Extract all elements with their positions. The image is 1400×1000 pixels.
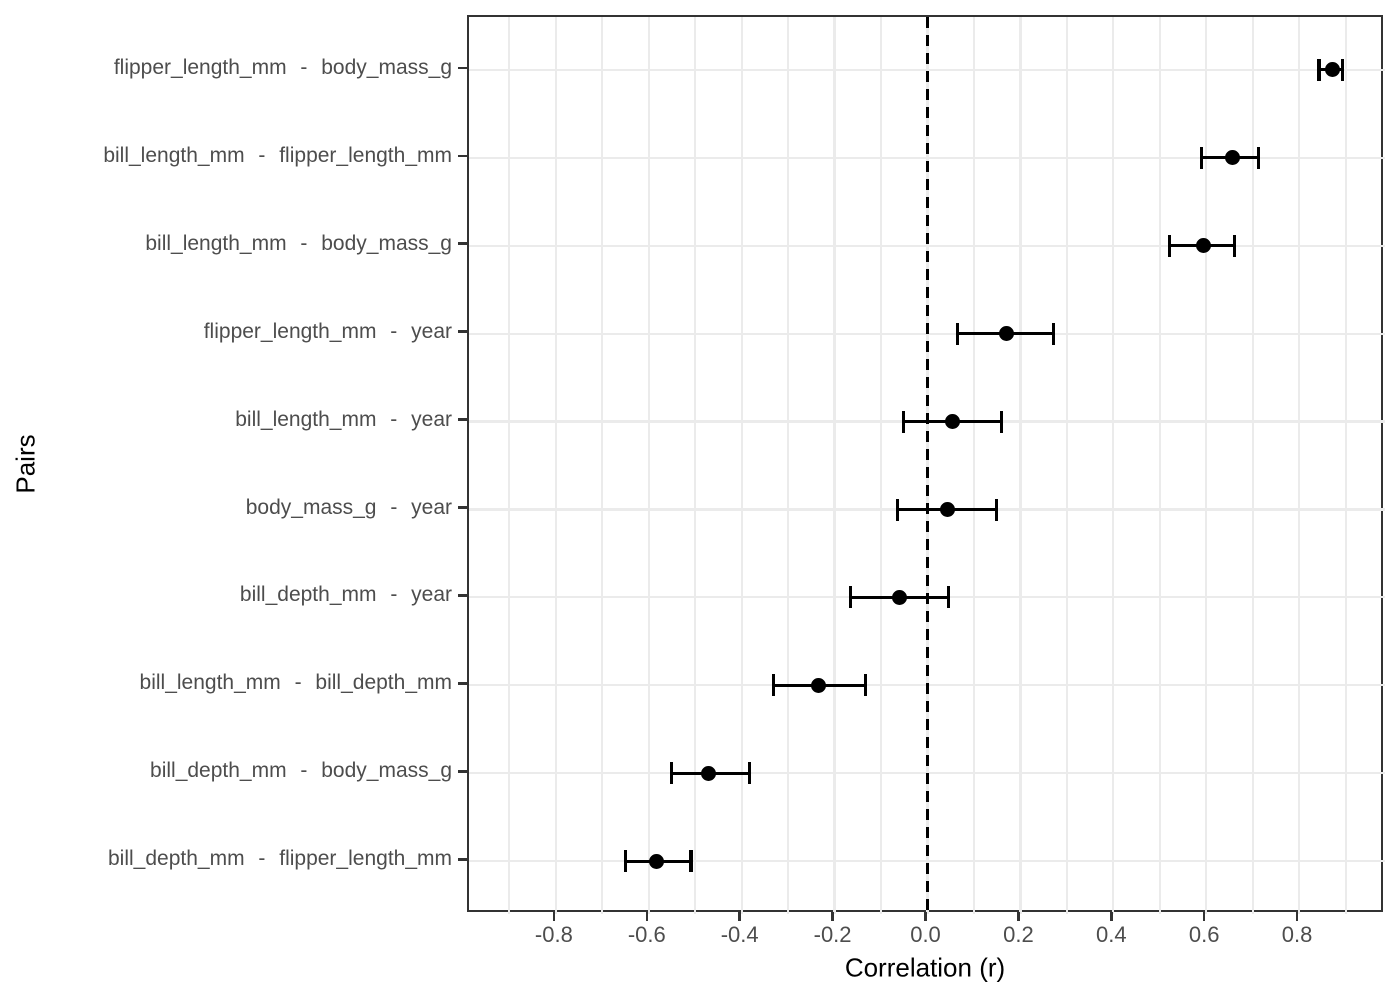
zero-reference-line [926, 17, 929, 914]
y-axis-category-label: bill_length_mm - bill_depth_mm [139, 671, 452, 695]
x-axis-tick-label: 0.4 [1096, 922, 1127, 947]
gridline-vertical-minor [1065, 17, 1068, 914]
gridline-vertical-major [1019, 17, 1022, 914]
y-axis-tick [458, 682, 467, 685]
ci-cap-low [1167, 234, 1172, 257]
ci-cap-low [956, 322, 960, 345]
x-axis-tick-label: 0.0 [910, 922, 941, 947]
y-axis-category-label: body_mass_g - year [245, 495, 452, 519]
y-axis-category-label: flipper_length_mm - body_mass_g [113, 55, 452, 79]
plot-panel [467, 15, 1385, 914]
ci-cap-high [689, 850, 693, 873]
gridline-vertical-minor [880, 17, 882, 914]
x-axis-tick [552, 912, 556, 921]
x-axis-tick [924, 912, 927, 921]
x-axis-tick [1017, 912, 1020, 921]
x-axis-tick [645, 912, 648, 921]
ci-cap-low [771, 674, 775, 697]
ci-cap-high [947, 586, 951, 609]
ci-cap-high [1232, 234, 1237, 257]
gridline-vertical-minor [1251, 17, 1254, 914]
ci-cap-high [1051, 322, 1055, 345]
x-axis-tick-label: -0.2 [813, 922, 852, 947]
y-axis-tick [458, 330, 467, 333]
x-axis-tick [1110, 912, 1113, 921]
y-axis-tick [458, 858, 467, 861]
gridline-vertical-minor [972, 17, 975, 914]
point-estimate [945, 414, 960, 429]
point-estimate [998, 326, 1014, 342]
gridline-vertical-minor [1158, 17, 1161, 914]
gridline-vertical-minor [694, 17, 697, 914]
point-estimate [700, 765, 716, 781]
y-axis-tick [458, 66, 467, 69]
gridline-vertical-minor [601, 17, 604, 914]
point-estimate [939, 502, 955, 517]
x-axis-tick [1202, 912, 1206, 921]
ci-cap-low [849, 586, 853, 609]
y-axis-tick [458, 418, 467, 421]
y-axis-category-label: bill_length_mm - flipper_length_mm [103, 143, 452, 167]
gridline-vertical-major [1297, 17, 1301, 914]
gridline-vertical-major [1205, 17, 1208, 914]
x-axis-tick-label: 0.2 [1003, 922, 1034, 947]
ci-cap-low [1199, 146, 1204, 169]
ci-cap-high [1257, 146, 1261, 169]
ci-cap-high [994, 498, 998, 521]
y-axis-category-label: bill_depth_mm - body_mass_g [150, 759, 452, 783]
x-axis-tick-label: 0.8 [1281, 922, 1313, 947]
x-axis-title: Correlation (r) [844, 952, 1006, 983]
ci-cap-high [864, 674, 868, 697]
y-axis-category-label: bill_length_mm - year [235, 407, 452, 431]
ci-cap-high [747, 762, 751, 785]
x-axis-tick [1295, 912, 1299, 921]
gridline-vertical-minor [787, 17, 790, 914]
x-axis-tick [738, 912, 741, 921]
point-estimate [648, 853, 664, 869]
gridline-vertical-minor [1344, 17, 1347, 914]
y-axis-category-label: bill_depth_mm - year [239, 583, 452, 607]
ci-cap-high [999, 410, 1003, 433]
point-estimate [1224, 150, 1240, 166]
y-axis-tick [458, 506, 467, 509]
gridline-vertical-major [833, 17, 836, 914]
gridline-vertical-minor [508, 17, 511, 914]
y-axis-tick [458, 242, 467, 245]
x-axis-tick-label: -0.4 [720, 922, 759, 947]
point-estimate [1196, 238, 1212, 254]
x-axis-tick-label: -0.8 [534, 922, 573, 947]
y-axis-tick [458, 770, 467, 773]
x-axis-tick-label: 0.6 [1188, 922, 1220, 947]
x-axis-tick-label: -0.6 [627, 922, 666, 947]
gridline-vertical-major [554, 17, 558, 914]
ci-cap-high [1341, 58, 1345, 81]
gridline-vertical-major [1112, 17, 1115, 914]
y-axis-category-label: flipper_length_mm - year [203, 319, 452, 343]
x-axis-tick [831, 912, 834, 921]
y-axis-tick [458, 154, 467, 157]
point-estimate [1324, 62, 1340, 78]
y-axis-category-label: bill_length_mm - body_mass_g [145, 231, 452, 255]
point-estimate [892, 589, 908, 605]
ci-cap-low [901, 410, 905, 433]
gridline-vertical-major [740, 17, 743, 914]
ci-cap-low [896, 498, 900, 521]
point-estimate [810, 677, 826, 693]
y-axis-category-label: bill_depth_mm - flipper_length_mm [108, 847, 452, 871]
y-axis-title: Pairs [10, 433, 41, 494]
y-axis-tick [458, 594, 467, 597]
ci-cap-low [1317, 58, 1321, 81]
ci-cap-low [669, 762, 674, 785]
gridline-vertical-major [647, 17, 650, 914]
ci-cap-low [623, 850, 627, 873]
